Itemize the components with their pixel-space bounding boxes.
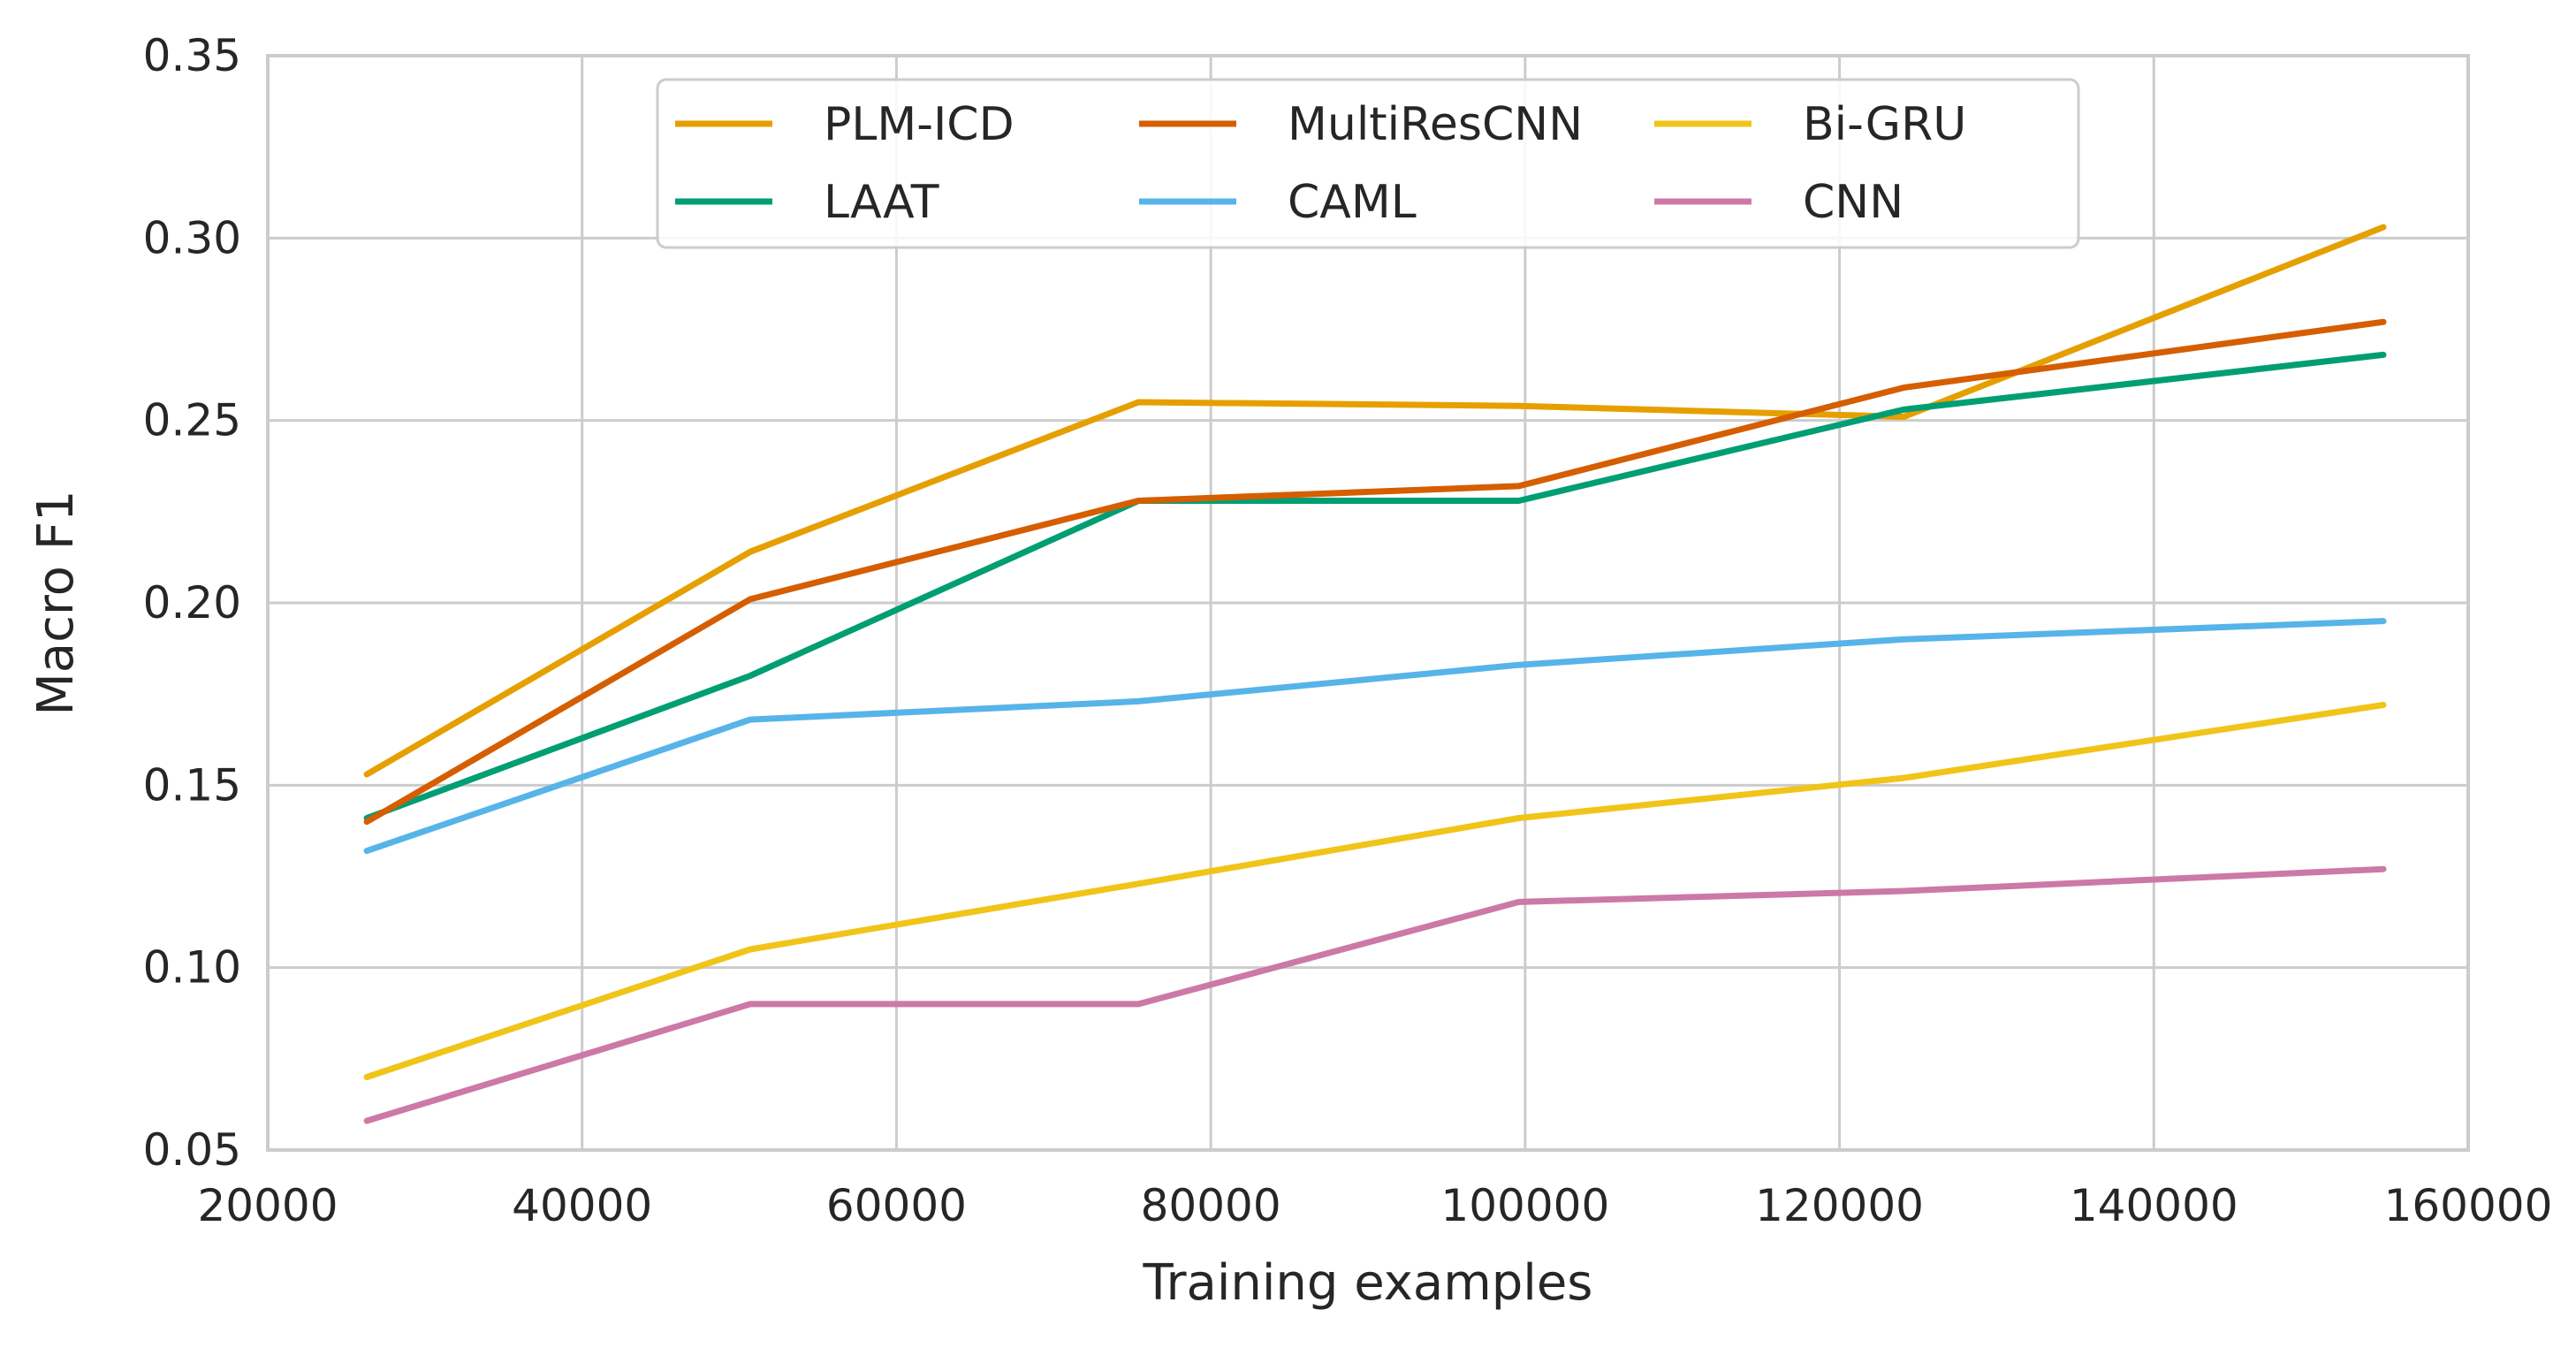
legend-label: LAAT [824, 176, 939, 229]
legend-label: Bi-GRU [1803, 98, 1966, 151]
series-line-bi-gru [363, 702, 2387, 1080]
series-line-cnn [363, 865, 2387, 1124]
series-line-caml [363, 618, 2387, 855]
x-tick-label: 80000 [1141, 1180, 1281, 1231]
x-tick-label: 100000 [1440, 1180, 1609, 1231]
x-tick-label: 120000 [1755, 1180, 1924, 1231]
legend-label: PLM-ICD [824, 98, 1014, 151]
x-tick-label: 20000 [197, 1180, 338, 1231]
x-tick-label: 160000 [2384, 1180, 2553, 1231]
series-line-laat [363, 351, 2387, 821]
series-line-plm-icd [363, 224, 2387, 778]
legend-label: MultiResCNN [1288, 98, 1583, 151]
x-axis-label: Training examples [1143, 1254, 1593, 1312]
y-tick-label: 0.25 [143, 395, 241, 446]
y-tick-label: 0.15 [143, 759, 241, 811]
tick-labels: 20000 40000 60000 80000 100000 120000 140000 16… [143, 30, 2553, 1231]
y-tick-label: 0.20 [143, 577, 241, 628]
x-tick-label: 60000 [826, 1180, 967, 1231]
y-tick-label: 0.35 [143, 30, 241, 81]
series-lines [363, 224, 2387, 1124]
y-tick-label: 0.10 [143, 942, 241, 994]
x-tick-label: 140000 [2070, 1180, 2238, 1231]
series-line-multirescnn [363, 318, 2387, 826]
legend: PLM-ICD LAAT MultiResCNN CAML Bi-GRU CNN [656, 78, 2080, 249]
legend-label: CAML [1288, 176, 1417, 229]
legend-label: CNN [1803, 176, 1904, 229]
y-tick-label: 0.30 [143, 212, 241, 263]
y-axis-label: Macro F1 [27, 490, 85, 715]
y-tick-label: 0.05 [143, 1124, 241, 1176]
x-tick-label: 40000 [512, 1180, 652, 1231]
plot-frame [266, 54, 2470, 1152]
